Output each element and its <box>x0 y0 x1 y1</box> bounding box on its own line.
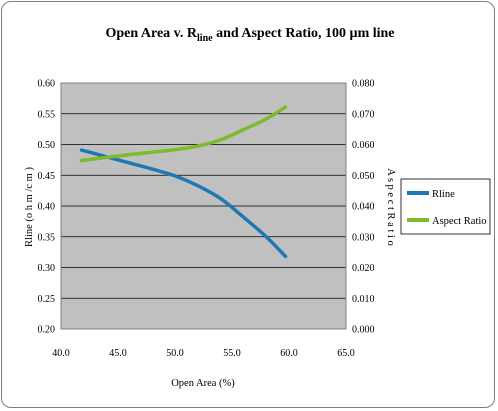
y-tick-right: 0.010 <box>352 294 375 305</box>
x-axis-label: Open Area (%) <box>171 378 235 389</box>
y-tick-left: 0.25 <box>38 294 56 305</box>
y-tick-right: 0.030 <box>352 232 375 243</box>
y-tick-right: 0.020 <box>352 263 375 274</box>
legend-box <box>400 178 491 235</box>
chart-title: Open Area v. Rline and Aspect Ratio, 100… <box>105 26 394 44</box>
y-tick-left: 0.45 <box>38 171 56 182</box>
tick-labels: 0.60 0.55 0.50 0.45 0.40 0.35 0.30 0.25 0.20 0.08… <box>38 79 375 360</box>
y-tick-left: 0.50 <box>38 140 56 151</box>
legend-label-rline: Rline <box>432 189 455 200</box>
legend: Rline Aspect Ratio <box>400 178 491 235</box>
x-tick: 50.0 <box>166 348 184 359</box>
y-tick-right: 0.040 <box>352 202 375 213</box>
y-tick-right: 0.080 <box>352 79 375 90</box>
y-tick-left: 0.30 <box>38 263 56 274</box>
y-tick-right: 0.000 <box>352 325 375 336</box>
y-tick-right: 0.050 <box>352 171 375 182</box>
y-axis-label-right: A s p e c t R a t i o <box>385 168 396 246</box>
y-tick-right: 0.060 <box>352 140 375 151</box>
x-tick: 65.0 <box>337 348 355 359</box>
y-tick-left: 0.55 <box>38 109 56 120</box>
x-tick: 45.0 <box>109 348 127 359</box>
y-tick-left: 0.60 <box>38 79 56 90</box>
y-tick-left: 0.20 <box>38 325 56 336</box>
x-tick: 55.0 <box>223 348 241 359</box>
plot-border <box>60 82 347 330</box>
y-tick-right: 0.070 <box>352 109 375 120</box>
series-line-rline <box>79 148 288 259</box>
y-tick-left: 0.35 <box>38 232 56 243</box>
x-tick: 40.0 <box>52 348 70 359</box>
y-axis-label-left: Rline (o h m /c m ) <box>24 167 35 247</box>
x-tick: 60.0 <box>280 348 298 359</box>
y-tick-left: 0.40 <box>38 202 56 213</box>
series-layer <box>79 105 288 259</box>
series-line-aspect-ratio <box>79 105 288 163</box>
legend-label-aspect-ratio: Aspect Ratio <box>432 216 487 227</box>
